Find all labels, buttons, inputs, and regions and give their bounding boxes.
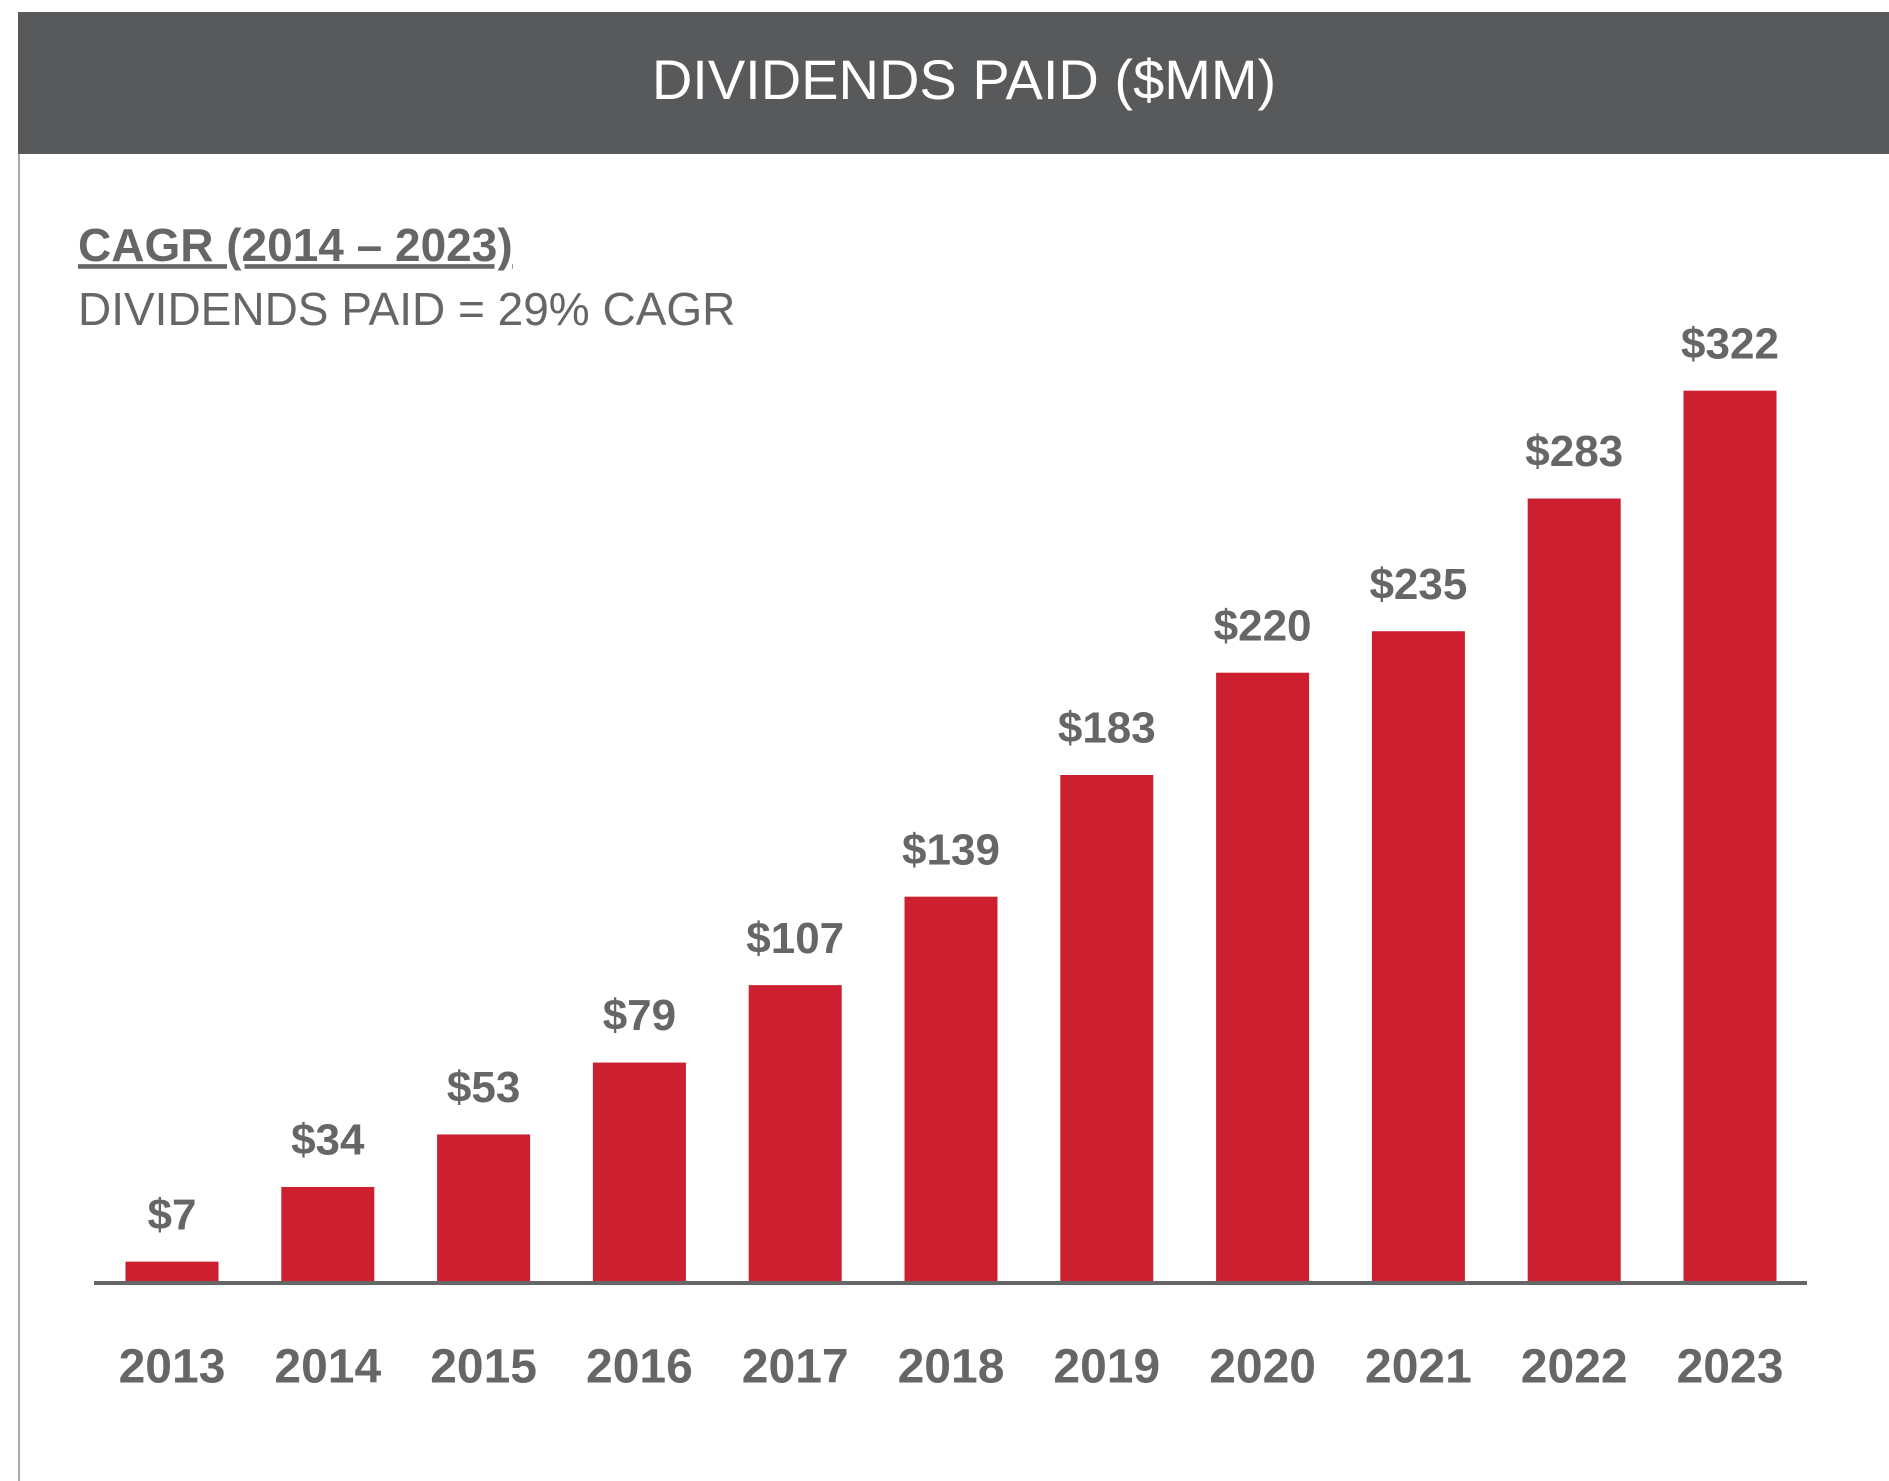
data-label: $220 (1214, 601, 1312, 650)
x-tick-label: 2016 (586, 1341, 693, 1394)
data-label: $235 (1369, 560, 1467, 609)
data-label: $53 (447, 1063, 520, 1112)
bar (1371, 631, 1465, 1281)
data-label: $79 (603, 991, 676, 1040)
bar (281, 1186, 375, 1281)
bar (1216, 672, 1310, 1281)
bar (592, 1062, 686, 1281)
x-tick-label: 2018 (898, 1341, 1005, 1394)
data-label: $183 (1058, 704, 1156, 753)
bar (904, 896, 998, 1281)
data-label: $283 (1525, 427, 1623, 476)
data-label: $34 (291, 1116, 365, 1165)
bar (1060, 775, 1154, 1281)
bar (437, 1134, 531, 1281)
data-label: $107 (746, 914, 844, 963)
chart-title: DIVIDENDS PAID ($MM) (652, 48, 1276, 111)
x-tick-label: 2017 (742, 1341, 849, 1394)
subtitle: CAGR (2014 – 2023) (78, 219, 513, 271)
bar (748, 985, 842, 1281)
annotation: DIVIDENDS PAID = 29% CAGR (78, 283, 735, 335)
data-label: $7 (148, 1190, 197, 1239)
x-tick-label: 2013 (119, 1341, 226, 1394)
data-label: $139 (902, 825, 1000, 874)
bar (1527, 498, 1621, 1281)
x-tick-label: 2019 (1053, 1341, 1160, 1394)
data-label: $322 (1681, 319, 1779, 368)
bar (125, 1261, 219, 1281)
x-tick-label: 2014 (274, 1341, 381, 1394)
x-tick-label: 2021 (1365, 1341, 1472, 1394)
x-tick-label: 2020 (1209, 1341, 1316, 1394)
bar (1683, 390, 1777, 1281)
header-bar (18, 12, 1889, 154)
x-tick-label: 2023 (1677, 1341, 1784, 1394)
x-tick-label: 2015 (430, 1341, 537, 1394)
x-tick-label: 2022 (1521, 1341, 1628, 1394)
